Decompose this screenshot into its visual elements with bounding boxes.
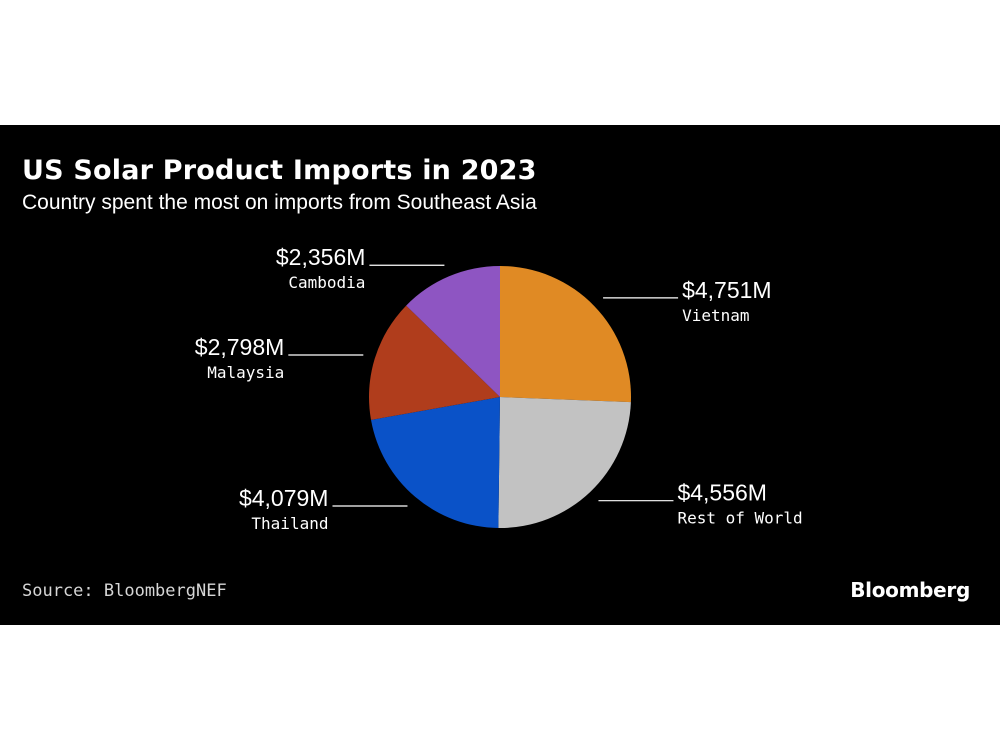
pie-slice-vietnam (500, 266, 631, 403)
bloomberg-logo: Bloomberg (850, 578, 970, 602)
value-label-thailand: $4,079M (239, 485, 329, 511)
value-label-cambodia: $2,356M (276, 244, 366, 270)
value-label-vietnam: $4,751M (682, 277, 772, 303)
category-label-cambodia: Cambodia (288, 273, 365, 292)
value-label-malaysia: $2,798M (195, 334, 285, 360)
value-label-rest-of-world: $4,556M (677, 480, 767, 506)
pie-slice-cambodia (406, 266, 500, 397)
category-label-rest-of-world: Rest of World (677, 509, 802, 528)
category-label-vietnam: Vietnam (682, 306, 749, 325)
pie-chart: $4,751M Vietnam $4,556M Rest of World $4,079… (195, 244, 803, 533)
chart-panel: US Solar Product Imports in 2023 Country… (0, 125, 1000, 625)
category-label-malaysia: Malaysia (207, 363, 284, 382)
source-note: Source: BloombergNEF (22, 581, 227, 601)
category-label-thailand: Thailand (251, 514, 328, 533)
pie-slice-rest-of-world (498, 397, 631, 528)
pie-slice-malaysia (369, 305, 500, 420)
chart-title: US Solar Product Imports in 2023 (22, 155, 537, 186)
chart-subtitle: Country spent the most on imports from S… (22, 191, 537, 214)
pie-slice-thailand (371, 397, 500, 528)
